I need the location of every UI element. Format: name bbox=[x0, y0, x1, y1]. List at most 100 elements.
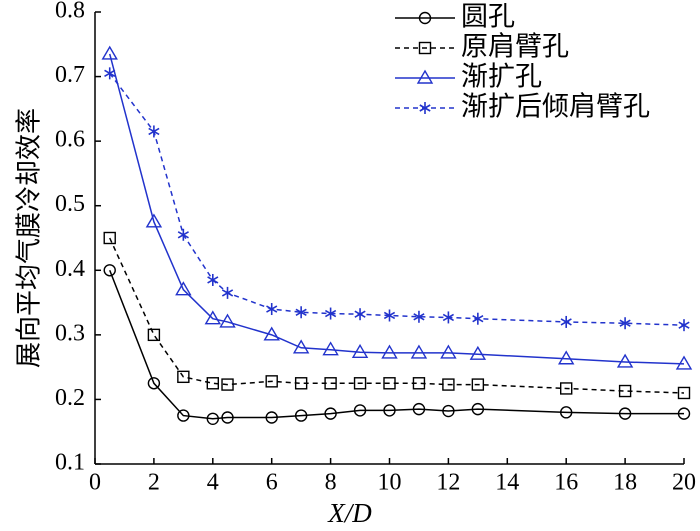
marker bbox=[263, 326, 280, 341]
star-stroke bbox=[207, 276, 219, 284]
marker bbox=[618, 384, 632, 398]
legend-label: 渐扩后倾肩臂孔 bbox=[461, 92, 650, 123]
y-tick-label: 0.3 bbox=[55, 320, 85, 346]
marker bbox=[103, 264, 116, 277]
star-stroke bbox=[678, 321, 690, 329]
marker bbox=[353, 404, 367, 417]
marker bbox=[324, 407, 337, 420]
marker bbox=[177, 228, 189, 241]
marker bbox=[147, 377, 161, 390]
marker bbox=[418, 41, 432, 55]
marker bbox=[442, 378, 455, 391]
star-stroke bbox=[383, 311, 396, 320]
marker bbox=[383, 404, 396, 417]
marker bbox=[295, 306, 307, 319]
marker bbox=[147, 328, 161, 342]
marker bbox=[413, 310, 425, 323]
marker bbox=[560, 406, 573, 419]
marker bbox=[471, 378, 485, 391]
marker bbox=[381, 344, 398, 359]
marker bbox=[418, 11, 432, 25]
marker bbox=[440, 344, 457, 359]
marker bbox=[324, 377, 337, 390]
marker bbox=[219, 313, 236, 328]
marker bbox=[678, 319, 690, 332]
star-stroke bbox=[295, 308, 307, 316]
marker bbox=[412, 377, 426, 390]
marker bbox=[101, 45, 118, 60]
legend-label: 圆孔 bbox=[461, 2, 515, 33]
x-tick-label: 8 bbox=[325, 470, 337, 496]
marker bbox=[675, 355, 693, 370]
marker bbox=[207, 273, 219, 286]
x-tick-label: 10 bbox=[378, 470, 402, 496]
x-tick-label: 18 bbox=[613, 470, 637, 496]
marker bbox=[175, 281, 192, 296]
y-tick-label: 0.4 bbox=[55, 256, 85, 282]
marker bbox=[294, 409, 308, 422]
y-tick-label: 0.6 bbox=[55, 127, 85, 153]
series-line bbox=[108, 53, 685, 365]
marker bbox=[410, 344, 428, 359]
star-stroke bbox=[354, 310, 366, 318]
marker bbox=[103, 231, 116, 245]
marker bbox=[383, 377, 396, 390]
marker bbox=[265, 411, 278, 424]
x-axis-label: X/D bbox=[327, 498, 372, 528]
marker bbox=[294, 377, 308, 390]
marker bbox=[353, 377, 367, 390]
marker bbox=[469, 345, 487, 360]
y-axis-label: 展向平均气膜冷却效率 bbox=[15, 108, 45, 368]
marker bbox=[412, 402, 426, 416]
marker bbox=[292, 339, 310, 354]
marker bbox=[148, 125, 160, 138]
marker bbox=[472, 312, 484, 325]
marker bbox=[616, 353, 634, 368]
star-stroke bbox=[442, 313, 454, 322]
marker bbox=[206, 412, 220, 425]
x-tick-label: 4 bbox=[207, 470, 219, 496]
marker bbox=[266, 303, 278, 316]
x-tick-label: 14 bbox=[495, 470, 519, 496]
x-tick-label: 6 bbox=[266, 470, 278, 496]
marker bbox=[221, 286, 234, 299]
marker bbox=[351, 343, 369, 358]
marker bbox=[325, 307, 337, 320]
y-tick-label: 0.1 bbox=[55, 450, 85, 476]
star-stroke bbox=[419, 104, 431, 112]
legend-label: 原肩臂孔 bbox=[461, 32, 569, 63]
marker bbox=[265, 375, 278, 388]
marker bbox=[204, 310, 222, 325]
marker bbox=[354, 308, 366, 321]
marker bbox=[383, 309, 396, 322]
x-tick-label: 16 bbox=[554, 470, 578, 496]
marker bbox=[145, 213, 163, 228]
series-line bbox=[109, 72, 685, 326]
star-stroke bbox=[221, 289, 234, 297]
y-tick-label: 0.2 bbox=[55, 385, 85, 411]
marker bbox=[560, 382, 573, 395]
marker bbox=[442, 311, 454, 324]
x-tick-label: 2 bbox=[148, 470, 160, 496]
marker bbox=[677, 386, 691, 400]
marker bbox=[560, 315, 572, 328]
marker bbox=[177, 409, 190, 422]
star-stroke bbox=[472, 315, 484, 323]
marker bbox=[471, 402, 485, 416]
star-stroke bbox=[148, 127, 160, 136]
star-stroke bbox=[560, 318, 572, 326]
marker bbox=[104, 67, 116, 80]
marker bbox=[619, 317, 631, 330]
marker bbox=[206, 377, 220, 390]
star-stroke bbox=[325, 309, 337, 318]
star-stroke bbox=[266, 305, 278, 313]
star-stroke bbox=[619, 319, 631, 327]
marker bbox=[557, 350, 575, 365]
star-stroke bbox=[413, 313, 425, 321]
x-tick-label: 0 bbox=[89, 470, 101, 496]
marker bbox=[419, 102, 431, 114]
marker bbox=[416, 69, 434, 84]
legend-label: 渐扩孔 bbox=[461, 62, 542, 93]
marker bbox=[322, 341, 339, 356]
